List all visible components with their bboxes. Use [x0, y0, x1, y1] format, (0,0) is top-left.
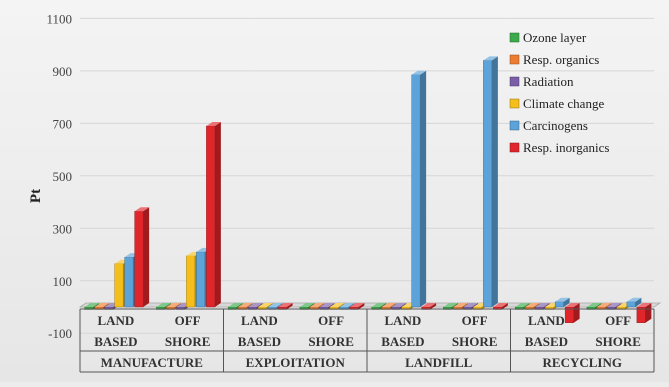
legend-swatch: [509, 54, 520, 65]
legend-label: Carcinogens: [523, 118, 588, 133]
gridlines: [80, 17, 654, 334]
x-subcategory-label: SHORE: [452, 334, 498, 349]
bar-carcinogens: [483, 56, 498, 308]
legend-label: Ozone layer: [523, 30, 587, 45]
y-tick-label: -100: [48, 326, 72, 341]
y-tick-label: 300: [53, 221, 73, 236]
x-subcategory-label: BASED: [94, 334, 137, 349]
x-subcategory-label: BASED: [238, 334, 281, 349]
legend-label: Climate change: [523, 96, 604, 111]
y-tick-label: 500: [53, 169, 73, 184]
legend-entry: Carcinogens: [509, 118, 588, 133]
legend-entry: Resp. inorganics: [509, 140, 609, 155]
x-subcategory-label: OFF: [318, 313, 344, 328]
bar-carcinogens: [626, 297, 642, 308]
bar-resp-inorganics: [636, 303, 652, 323]
x-group-label: RECYCLING: [543, 355, 622, 370]
y-tick-label: 100: [53, 274, 73, 289]
x-subcategory-label: BASED: [525, 334, 568, 349]
legend-label: Resp. organics: [523, 52, 599, 67]
bar-carcinogens: [554, 297, 570, 308]
legend-swatch: [509, 98, 520, 109]
x-group-label: EXPLOITATION: [246, 355, 346, 370]
x-subcategory-label: LAND: [384, 313, 421, 328]
y-axis-title: Pt: [28, 189, 44, 203]
legend-label: Resp. inorganics: [523, 140, 609, 155]
y-axis-ticks: -100 100 300 500 700 900 1100: [46, 11, 72, 341]
x-subcategory-label: SHORE: [308, 334, 354, 349]
legend-entry: Climate change: [509, 96, 604, 111]
x-subcategory-label: SHORE: [595, 334, 641, 349]
legend-swatch: [509, 120, 520, 131]
legend-entry: Radiation: [509, 74, 574, 89]
legend-swatch: [509, 142, 520, 153]
y-tick-label: 700: [53, 116, 73, 131]
x-subcategory-label: LAND: [97, 313, 134, 328]
x-subcategory-label: SHORE: [165, 334, 211, 349]
legend: Ozone layer Resp. organics Radiation Climat…: [509, 30, 609, 155]
category-table: LAND BASED OFF SHORE LAND BASED OFF SHORE LAND BA…: [79, 308, 655, 373]
bar-carcinogens: [411, 70, 427, 308]
x-subcategory-label: OFF: [175, 313, 201, 328]
legend-swatch: [509, 32, 520, 43]
x-group-label: MANUFACTURE: [101, 355, 203, 370]
legend-label: Radiation: [523, 74, 574, 89]
bar-resp-inorganics: [206, 121, 221, 308]
y-tick-label: 900: [53, 64, 73, 79]
x-subcategory-label: OFF: [462, 313, 488, 328]
x-subcategory-label: OFF: [605, 313, 631, 328]
y-tick-label: 1100: [46, 11, 72, 26]
x-group-label: LANDFILL: [405, 355, 473, 370]
bar-resp-inorganics: [134, 207, 150, 308]
bar-resp-inorganics: [493, 303, 508, 310]
x-subcategory-label: BASED: [381, 334, 424, 349]
legend-entry: Ozone layer: [509, 30, 587, 45]
legend-swatch: [509, 76, 520, 87]
legend-entry: Resp. organics: [509, 52, 599, 67]
bar-resp-inorganics: [564, 303, 580, 323]
bar-resp-inorganics: [277, 303, 293, 310]
x-subcategory-label: LAND: [241, 313, 278, 328]
x-subcategory-label: LAND: [528, 313, 565, 328]
